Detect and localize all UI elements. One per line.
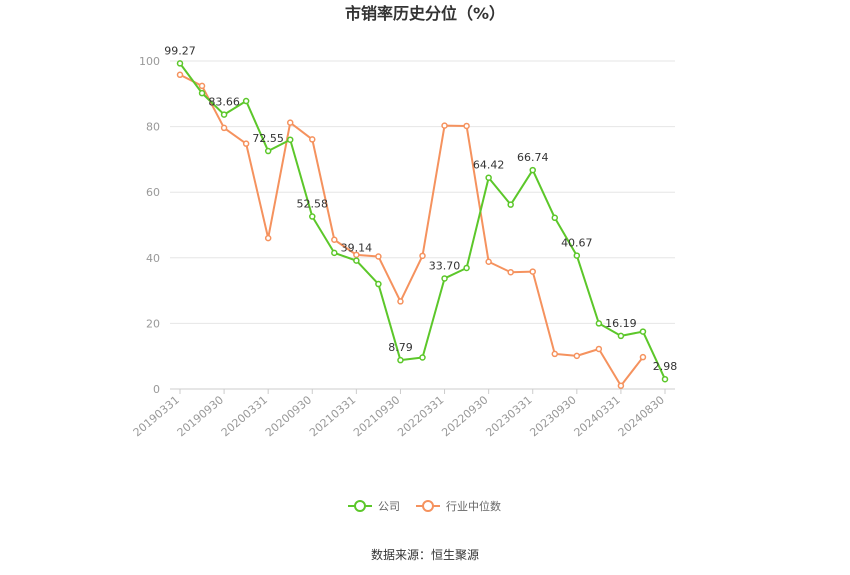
data-point-industry-median	[573, 352, 581, 360]
data-label: 64.42	[473, 159, 505, 172]
data-point-company	[264, 147, 272, 155]
data-point-company	[617, 332, 625, 340]
legend-marker	[422, 500, 434, 512]
data-point-industry-median	[595, 345, 603, 353]
legend[interactable]: 公司 行业中位数	[348, 499, 501, 513]
data-point-industry-median	[264, 234, 272, 242]
data-label: 40.67	[561, 237, 593, 250]
data-point-company	[507, 201, 514, 208]
x-tick-label: 20240331	[572, 393, 623, 439]
data-label: 72.55	[252, 132, 284, 145]
data-point-industry-median	[441, 122, 448, 129]
data-point-industry-median	[419, 252, 426, 260]
series-line-company	[179, 62, 666, 380]
data-label: 39.14	[341, 242, 373, 255]
data-label: 16.19	[605, 317, 637, 330]
data-label: 33.70	[429, 259, 461, 272]
data-point-industry-median	[551, 350, 559, 358]
x-tick-label: 20200331	[219, 393, 270, 439]
x-tick-label: 20220331	[395, 393, 446, 439]
data-labels: 99.27 83.66 72.55 52.58 39.14 8.79 33.70 64.42 6…	[164, 44, 677, 373]
legend-item-industry-median[interactable]: 行业中位数	[416, 499, 501, 513]
legend-marker	[354, 500, 366, 512]
data-point-industry-median	[507, 268, 514, 276]
legend-label: 公司	[378, 500, 400, 513]
data-point-company	[353, 257, 360, 264]
x-tick-label: 20230930	[527, 393, 578, 439]
data-point-company	[397, 356, 404, 364]
y-tick-label: 60	[146, 186, 160, 199]
data-point-company	[573, 252, 581, 259]
y-tick-label: 0	[153, 383, 160, 396]
y-tick-label: 100	[139, 55, 160, 68]
data-label: 66.74	[517, 151, 549, 164]
data-point-company	[639, 328, 647, 335]
y-tick-label: 20	[146, 317, 160, 330]
legend-label: 行业中位数	[446, 499, 501, 513]
data-label: 2.98	[653, 360, 678, 373]
legend-item-company[interactable]: 公司	[348, 500, 400, 513]
data-point-company	[176, 60, 184, 67]
x-tick-label: 20230331	[483, 393, 534, 439]
data-point-industry-median	[639, 353, 647, 361]
data-point-company	[242, 97, 250, 105]
series-layer	[176, 60, 669, 389]
data-label: 8.79	[388, 341, 413, 354]
chart-title: 市销率历史分位（%）	[345, 4, 505, 23]
y-tick-label: 80	[146, 121, 160, 134]
series-line-industry-median	[179, 73, 644, 387]
data-point-company	[198, 89, 206, 97]
y-tick-label: 40	[146, 252, 160, 265]
data-point-industry-median	[198, 82, 206, 90]
data-point-industry-median	[331, 236, 338, 244]
data-point-industry-median	[176, 71, 184, 79]
data-point-industry-median	[529, 268, 536, 275]
data-point-industry-median	[617, 382, 625, 389]
x-tick-label: 20220930	[439, 393, 490, 439]
data-point-company	[441, 275, 448, 282]
data-point-industry-median	[375, 253, 382, 260]
data-point-company	[485, 174, 492, 181]
data-label: 99.27	[164, 44, 196, 57]
x-tick-label: 20190331	[131, 393, 182, 439]
x-tick-label: 20190930	[175, 393, 226, 439]
data-point-company	[551, 214, 559, 222]
data-point-company	[463, 264, 470, 272]
data-point-industry-median	[353, 251, 360, 259]
y-axis: 0 20 40 60 80 100	[139, 55, 160, 396]
data-point-industry-median	[309, 136, 316, 143]
data-point-company	[529, 166, 536, 174]
gridlines	[170, 60, 675, 324]
data-point-company	[286, 136, 294, 143]
x-tick-label: 20210331	[307, 393, 358, 439]
data-label: 83.66	[208, 96, 240, 109]
x-tick-label: 20210930	[351, 393, 402, 439]
data-point-company	[331, 249, 338, 257]
data-point-industry-median	[242, 140, 250, 147]
data-point-industry-median	[463, 122, 470, 130]
data-point-company	[661, 375, 669, 383]
data-point-company	[595, 320, 603, 327]
data-point-industry-median	[220, 124, 228, 132]
data-point-company	[419, 354, 426, 361]
data-point-industry-median	[397, 298, 404, 305]
data-point-company	[309, 213, 316, 220]
data-point-industry-median	[485, 258, 492, 265]
x-tick-label: 20200930	[263, 393, 314, 439]
x-axis: 2019033120190930202003312020093020210331…	[131, 388, 675, 439]
data-label: 52.58	[297, 198, 329, 211]
source-note: 数据来源：恒生聚源	[371, 547, 479, 562]
data-point-industry-median	[286, 119, 294, 126]
data-point-company	[375, 280, 382, 288]
data-point-company	[220, 111, 228, 118]
x-tick-label: 20240830	[616, 393, 667, 439]
